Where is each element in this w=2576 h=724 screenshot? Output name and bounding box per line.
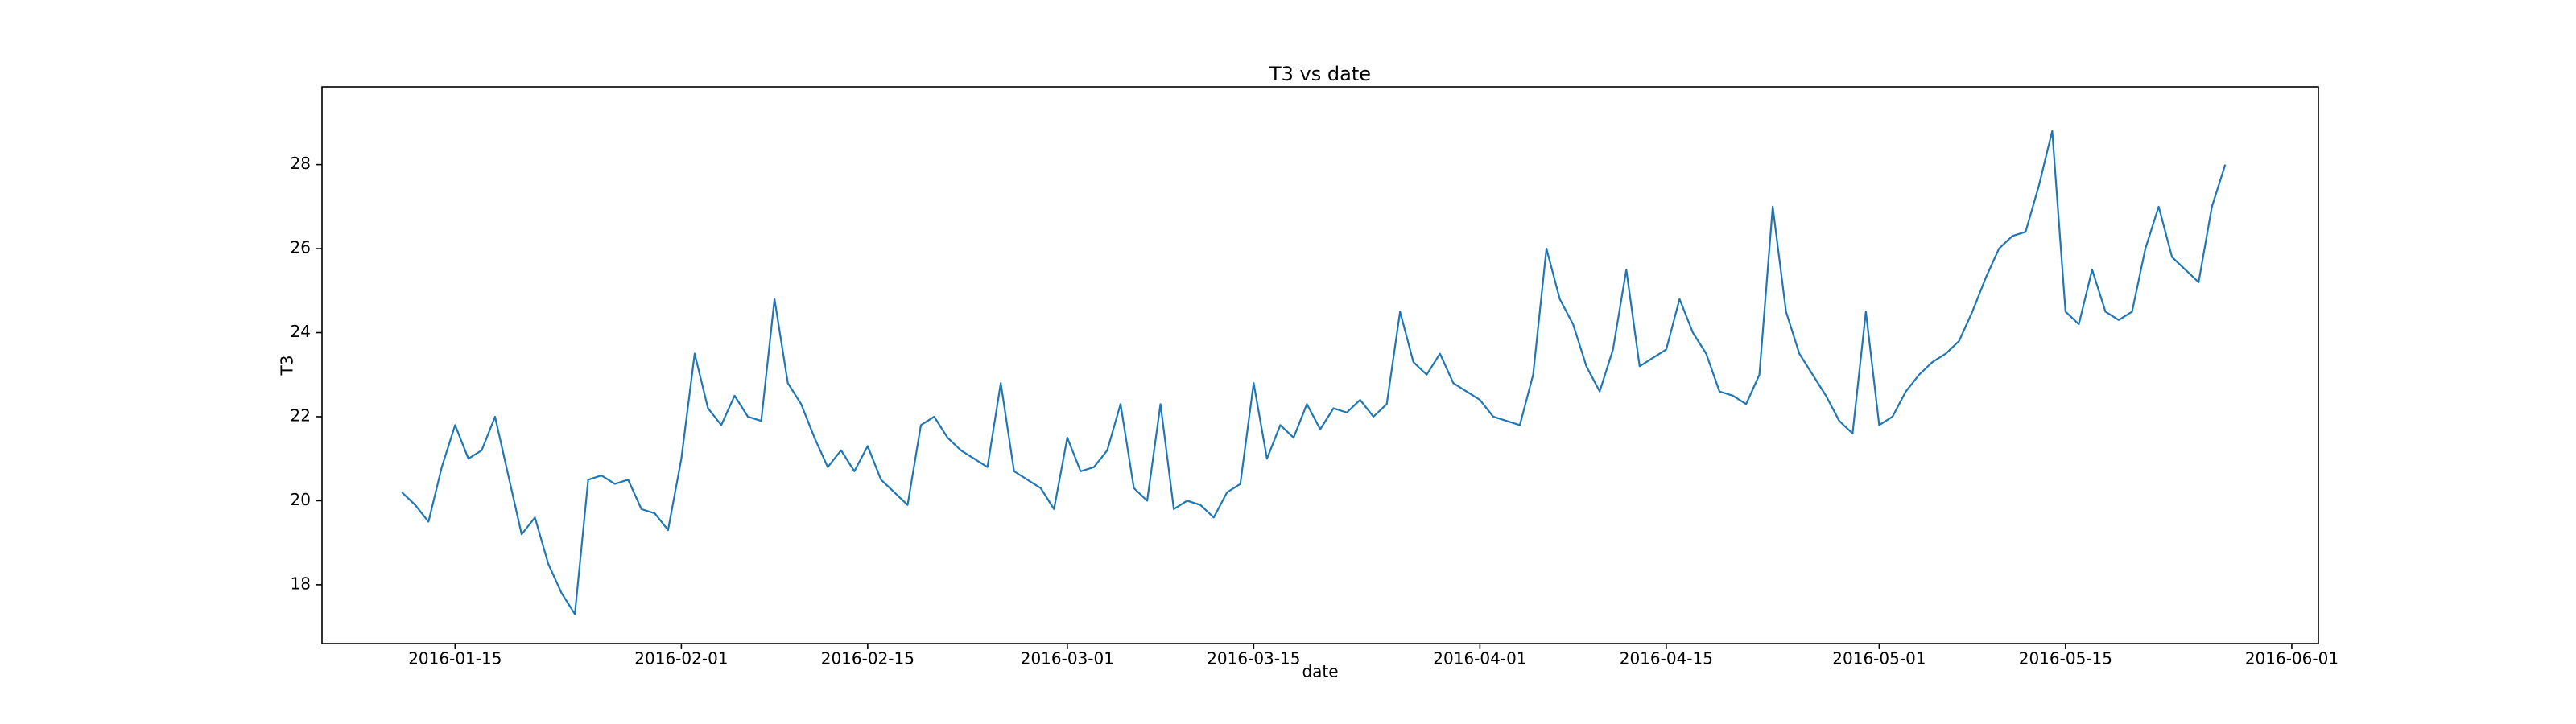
series-line (401, 130, 2227, 615)
x-tick-label: 2016-04-15 (1620, 649, 1713, 668)
y-tick-label: 22 (291, 405, 311, 425)
x-tick-label: 2016-03-01 (1021, 649, 1114, 668)
y-tick-label: 26 (291, 238, 311, 257)
y-tick-label: 28 (291, 154, 311, 173)
x-tick-label: 2016-04-01 (1433, 649, 1526, 668)
y-axis-label: T3 (278, 356, 297, 376)
x-axis-label: date (1302, 662, 1338, 681)
x-tick-label: 2016-03-15 (1207, 649, 1300, 668)
x-tick-label: 2016-01-15 (408, 649, 502, 668)
chart-title: T3 vs date (1269, 63, 1371, 85)
x-tick-label: 2016-06-01 (2245, 649, 2339, 668)
x-tick-label: 2016-05-15 (2019, 649, 2112, 668)
y-tick-label: 24 (291, 322, 311, 341)
x-tick-label: 2016-05-01 (1832, 649, 1926, 668)
x-tick-label: 2016-02-15 (821, 649, 914, 668)
y-tick-label: 18 (291, 574, 311, 593)
y-tick-label: 20 (291, 490, 311, 509)
x-tick-label: 2016-02-01 (634, 649, 728, 668)
plot-frame (321, 86, 2319, 644)
